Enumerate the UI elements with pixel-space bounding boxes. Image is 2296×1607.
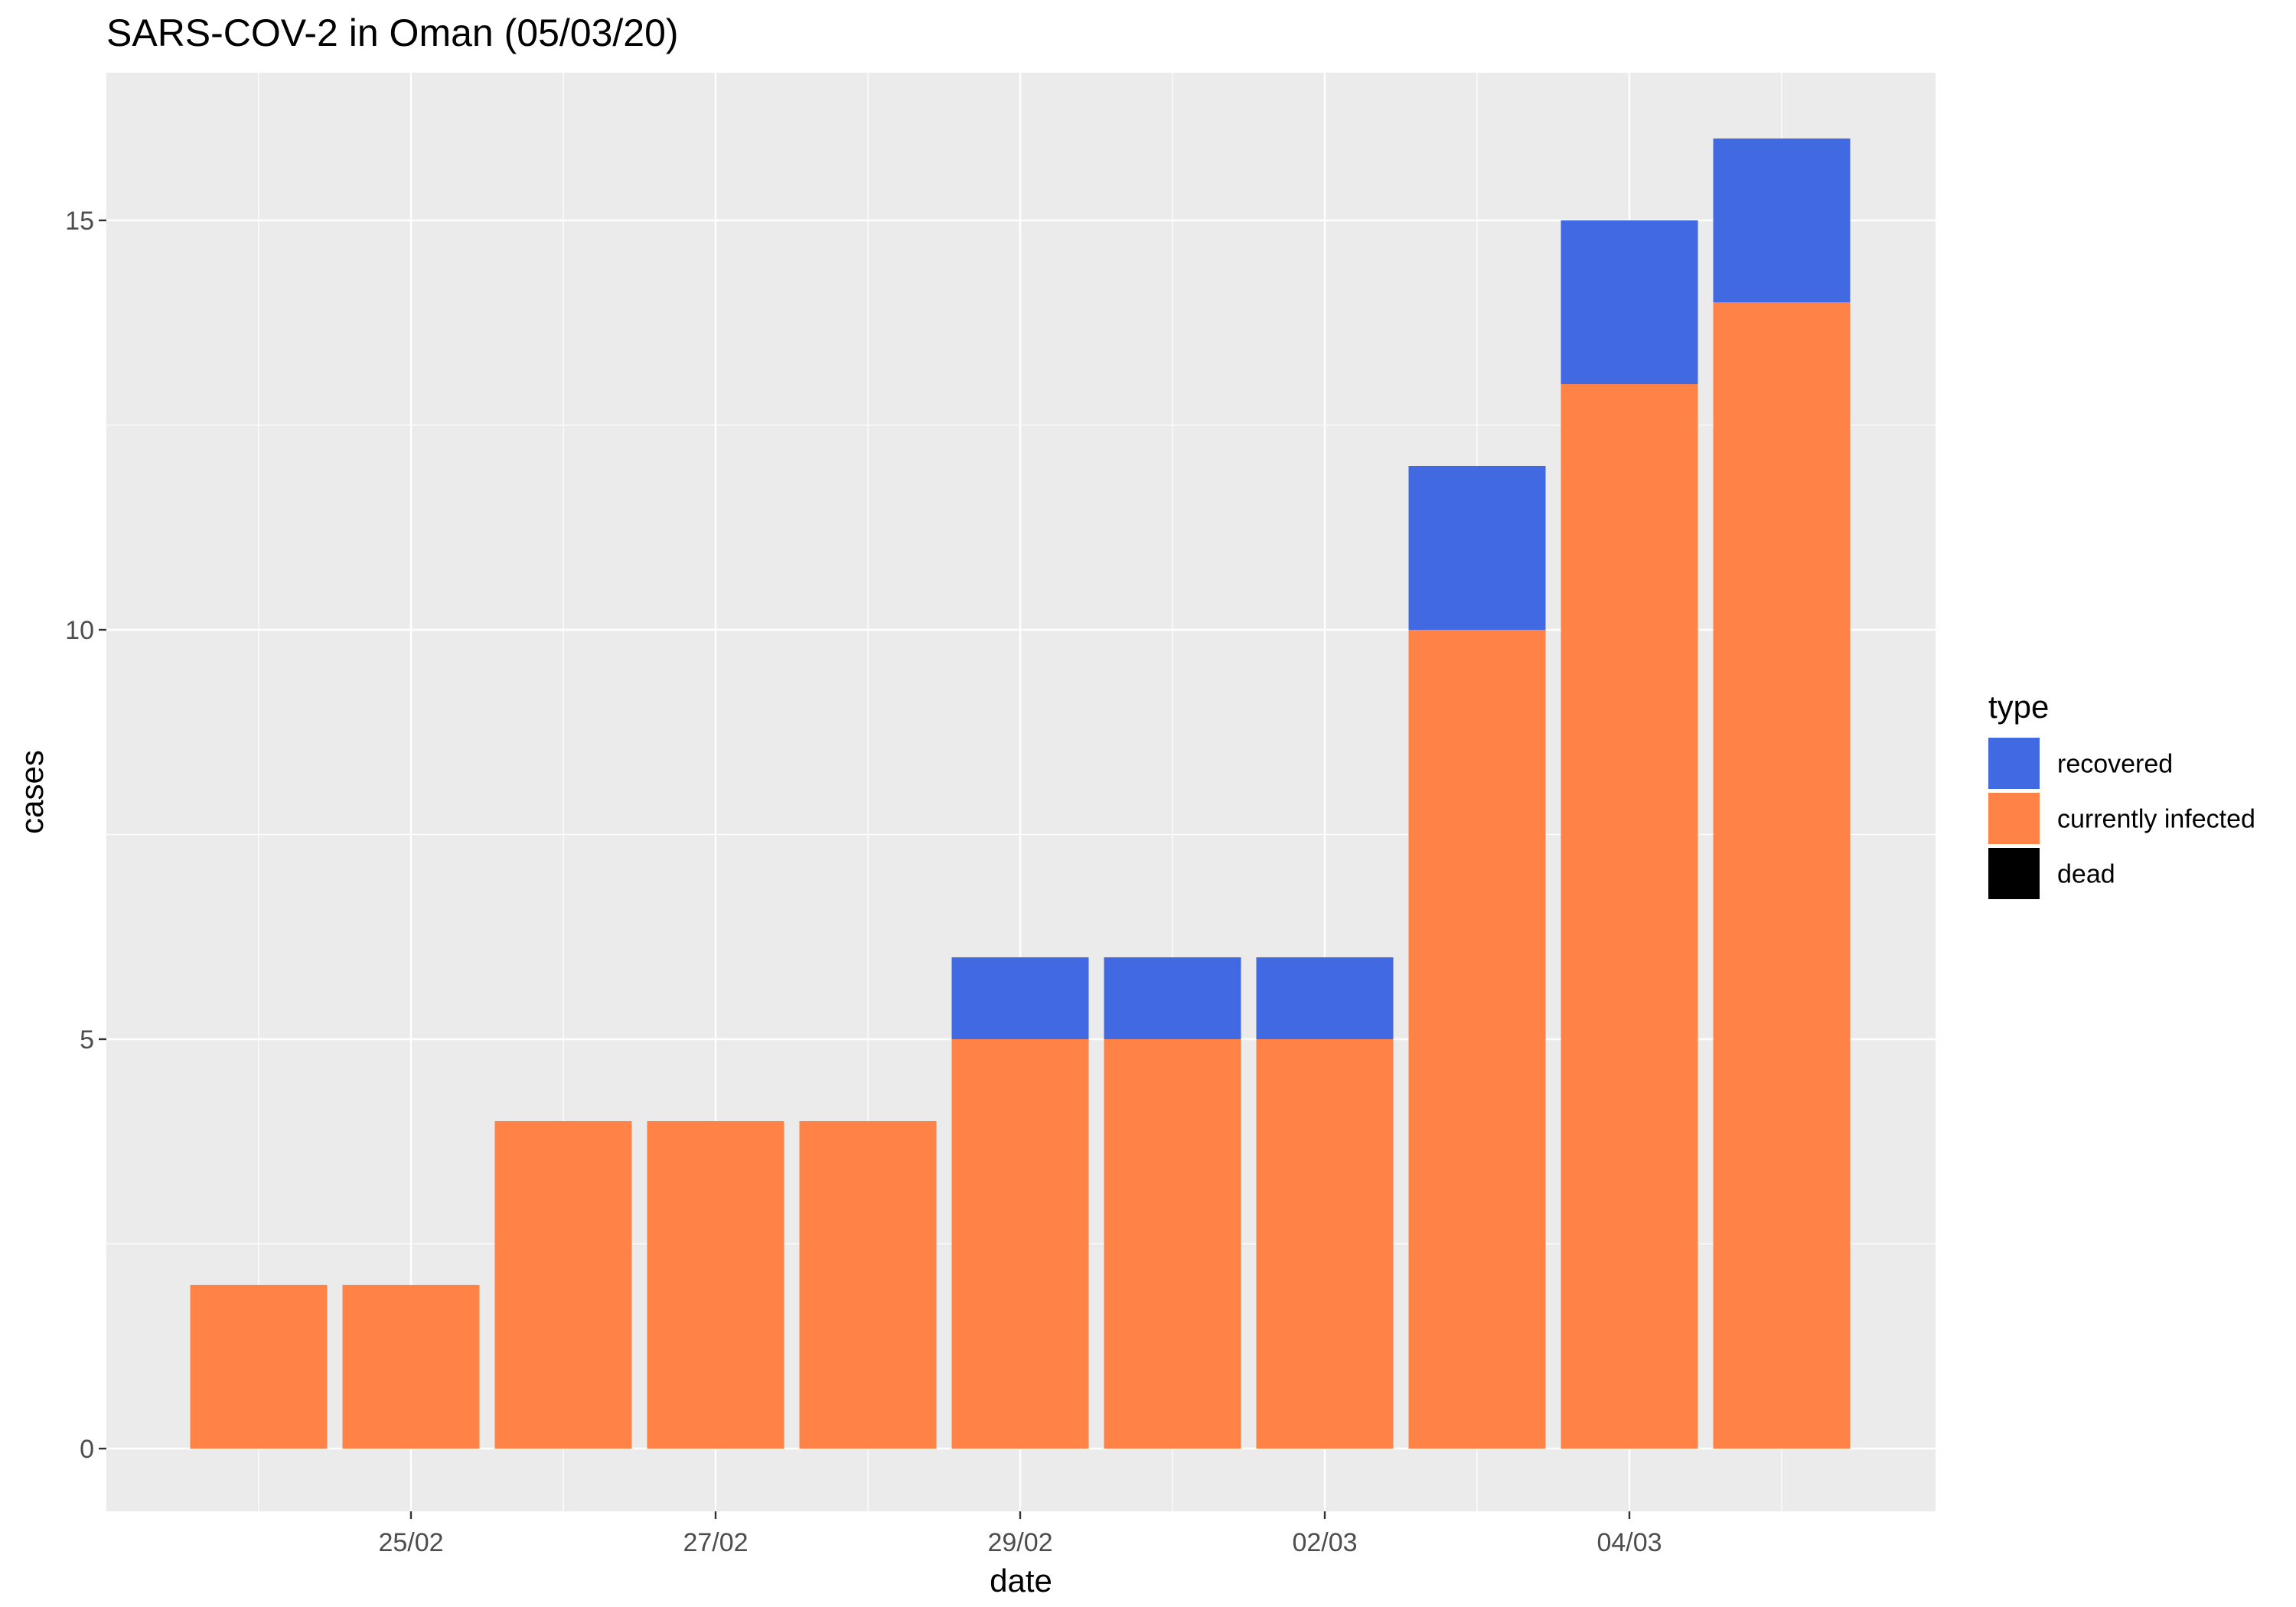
bar-currently-infected	[1104, 1039, 1241, 1449]
legend-label-dead: dead	[2057, 860, 2115, 889]
bar-recovered	[1256, 957, 1394, 1039]
bars	[190, 139, 1851, 1449]
bar-currently-infected	[1713, 302, 1851, 1449]
y-tick-label: 0	[80, 1435, 94, 1464]
y-axis: 0 5 10 15	[65, 207, 106, 1464]
bar-recovered	[1713, 139, 1851, 302]
y-axis-title: cases	[14, 750, 50, 834]
bar-recovered	[1408, 466, 1546, 630]
x-axis-title: date	[990, 1563, 1052, 1599]
y-tick-label: 15	[65, 207, 94, 236]
bar-currently-infected	[951, 1039, 1089, 1449]
y-tick-label: 10	[65, 616, 94, 645]
legend-title: type	[1988, 689, 2049, 725]
legend-label-currently-infected: currently infected	[2057, 805, 2255, 834]
x-axis: 25/02 27/02 29/02 02/03 04/03	[378, 1511, 1662, 1557]
legend: type recovered currently infected dead	[1988, 689, 2255, 899]
x-tick-label: 04/03	[1596, 1528, 1662, 1557]
x-tick-label: 27/02	[683, 1528, 748, 1557]
legend-key-dead	[1988, 848, 2040, 899]
legend-key-recovered	[1988, 738, 2040, 789]
bar-currently-infected	[342, 1285, 480, 1449]
x-tick-label: 02/03	[1292, 1528, 1357, 1557]
bar-currently-infected	[647, 1121, 784, 1449]
legend-key-currently-infected	[1988, 793, 2040, 844]
y-tick-label: 5	[80, 1025, 94, 1054]
bar-recovered	[1561, 220, 1698, 384]
legend-label-recovered: recovered	[2057, 750, 2173, 779]
bar-currently-infected	[494, 1121, 632, 1449]
bar-currently-infected	[1408, 630, 1546, 1449]
bar-currently-infected	[799, 1121, 937, 1449]
chart-title: SARS-COV-2 in Oman (05/03/20)	[106, 11, 679, 54]
bar-recovered	[951, 957, 1089, 1039]
bar-recovered	[1104, 957, 1241, 1039]
x-tick-label: 29/02	[987, 1528, 1052, 1557]
x-tick-label: 25/02	[378, 1528, 443, 1557]
bar-currently-infected	[1561, 384, 1698, 1449]
bar-currently-infected	[1256, 1039, 1394, 1449]
bar-currently-infected	[190, 1285, 328, 1449]
